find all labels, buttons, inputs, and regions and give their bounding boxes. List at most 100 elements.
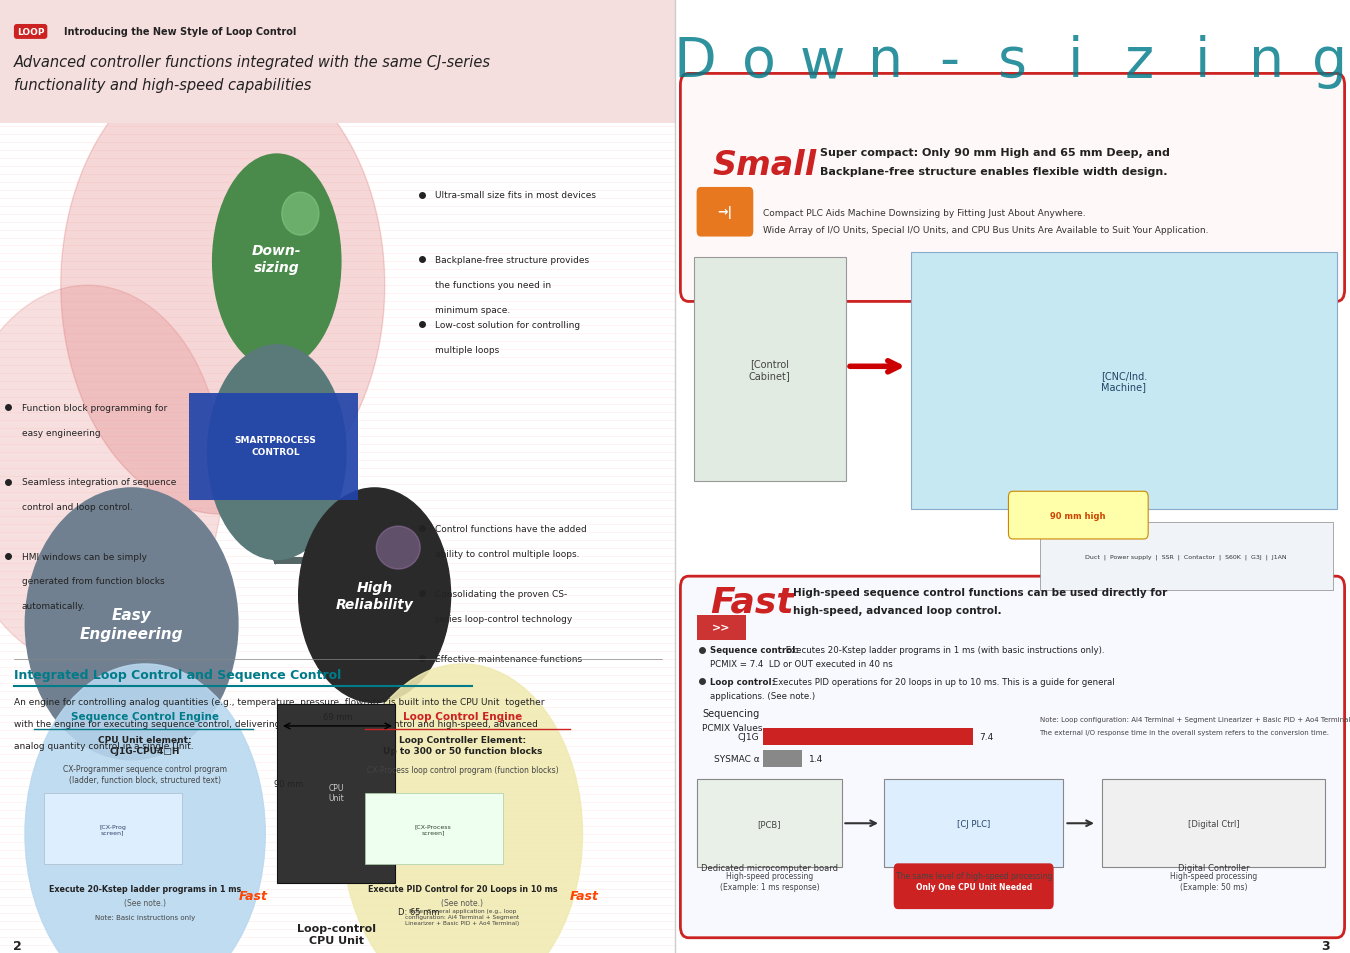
Text: i: i	[1195, 35, 1211, 89]
FancyBboxPatch shape	[43, 793, 182, 864]
FancyBboxPatch shape	[763, 728, 972, 745]
Text: (See note.): (See note.)	[441, 898, 483, 907]
Text: CX-Process loop control program (function blocks): CX-Process loop control program (functio…	[367, 765, 558, 775]
Ellipse shape	[377, 526, 420, 570]
Text: Note: Loop configuration: Ai4 Terminal + Segment Linearizer + Basic PID + Ao4 Te: Note: Loop configuration: Ai4 Terminal +…	[1040, 717, 1350, 722]
Ellipse shape	[213, 155, 340, 370]
FancyBboxPatch shape	[364, 793, 502, 864]
Text: High-speed sequence control functions can be used directly for: High-speed sequence control functions ca…	[794, 588, 1168, 598]
Text: [CX-Prog
screen]: [CX-Prog screen]	[100, 823, 126, 835]
Text: with the engine for executing sequence control, delivering high-speed sequence c: with the engine for executing sequence c…	[14, 719, 537, 728]
Text: [CJ PLC]: [CJ PLC]	[957, 819, 991, 828]
FancyBboxPatch shape	[697, 616, 745, 640]
Text: [CNC/Ind.
Machine]: [CNC/Ind. Machine]	[1100, 371, 1148, 392]
Text: CPU
Unit: CPU Unit	[328, 783, 344, 802]
Text: Compact PLC Aids Machine Downsizing by Fitting Just About Anywhere.: Compact PLC Aids Machine Downsizing by F…	[763, 209, 1085, 218]
Text: 90 mm: 90 mm	[274, 779, 302, 788]
Text: w: w	[799, 35, 845, 89]
Text: Fast: Fast	[710, 585, 794, 619]
Text: (See note.): (See note.)	[124, 898, 166, 907]
Text: generated from function blocks: generated from function blocks	[22, 577, 165, 586]
Text: -: -	[940, 35, 958, 89]
Text: Only One CPU Unit Needed: Only One CPU Unit Needed	[915, 882, 1033, 891]
Text: high-speed, advanced loop control.: high-speed, advanced loop control.	[794, 605, 1002, 615]
Text: Fast: Fast	[570, 889, 598, 902]
Text: Loop Control Engine: Loop Control Engine	[402, 712, 522, 721]
Text: High-speed processing
(Example: 50 ms): High-speed processing (Example: 50 ms)	[1170, 871, 1257, 891]
Text: [CX-Process
screen]: [CX-Process screen]	[414, 823, 452, 835]
Text: 69 mm: 69 mm	[323, 712, 352, 721]
Text: ability to control multiple loops.: ability to control multiple loops.	[435, 549, 580, 558]
Text: [PCB]: [PCB]	[757, 819, 782, 828]
Ellipse shape	[282, 193, 319, 236]
Text: Note: Basic instructions only: Note: Basic instructions only	[95, 914, 196, 920]
Text: analog quantity control in a single Unit.: analog quantity control in a single Unit…	[14, 740, 193, 750]
Text: Executes 20-Kstep ladder programs in 1 ms (with basic instructions only).: Executes 20-Kstep ladder programs in 1 m…	[783, 645, 1104, 655]
Ellipse shape	[298, 489, 451, 703]
Text: Effective maintenance functions: Effective maintenance functions	[435, 654, 582, 663]
Text: 90 mm high: 90 mm high	[1050, 511, 1106, 520]
Text: SMARTPROCESS
CONTROL: SMARTPROCESS CONTROL	[235, 436, 316, 456]
Circle shape	[0, 286, 223, 667]
Text: →|: →|	[717, 206, 733, 219]
Text: Easy
Engineering: Easy Engineering	[80, 607, 184, 641]
Text: automatically.: automatically.	[22, 601, 85, 611]
Text: Duct  |  Power supply  |  SSR  |  Contactor  |  S60K  |  G3J  |  J1AN: Duct | Power supply | SSR | Contactor | …	[1085, 554, 1287, 559]
Text: Loop Controller Element:
Up to 300 or 50 function blocks: Loop Controller Element: Up to 300 or 50…	[382, 735, 543, 756]
Text: Execute PID Control for 20 Loops in 10 ms: Execute PID Control for 20 Loops in 10 m…	[367, 883, 558, 893]
Text: series loop-control technology: series loop-control technology	[435, 614, 572, 623]
FancyBboxPatch shape	[763, 750, 802, 767]
Text: o: o	[741, 35, 776, 89]
FancyBboxPatch shape	[694, 257, 845, 481]
Text: Integrated Loop Control and Sequence Control: Integrated Loop Control and Sequence Con…	[14, 668, 340, 681]
Text: Loop control:: Loop control:	[710, 677, 775, 686]
Text: High-speed processing
(Example: 1 ms response): High-speed processing (Example: 1 ms res…	[720, 871, 819, 891]
Text: High
Reliability: High Reliability	[336, 580, 413, 611]
Text: 7.4: 7.4	[979, 732, 994, 741]
Text: Loop-control
CPU Unit: Loop-control CPU Unit	[297, 923, 375, 945]
Text: Backplane-free structure enables flexible width design.: Backplane-free structure enables flexibl…	[819, 167, 1168, 176]
Text: PCMIX = 7.4  LD or OUT executed in 40 ns: PCMIX = 7.4 LD or OUT executed in 40 ns	[710, 659, 892, 669]
Text: applications. (See note.): applications. (See note.)	[710, 691, 815, 700]
Text: Dedicated microcomputer board: Dedicated microcomputer board	[701, 862, 838, 872]
FancyBboxPatch shape	[277, 704, 394, 883]
Text: SYSMAC α: SYSMAC α	[714, 754, 759, 763]
Circle shape	[343, 664, 583, 953]
Text: Execute 20-Kstep ladder programs in 1 ms: Execute 20-Kstep ladder programs in 1 ms	[49, 883, 242, 893]
FancyBboxPatch shape	[894, 863, 1053, 909]
Text: z: z	[1125, 35, 1154, 89]
Text: s: s	[998, 35, 1027, 89]
FancyBboxPatch shape	[1040, 522, 1332, 591]
Text: Backplane-free structure provides: Backplane-free structure provides	[435, 255, 590, 265]
FancyBboxPatch shape	[697, 188, 753, 237]
Text: Function block programming for: Function block programming for	[22, 403, 167, 413]
Text: Ultra-small size fits in most devices: Ultra-small size fits in most devices	[435, 191, 597, 200]
Text: Sequence Control Engine: Sequence Control Engine	[72, 712, 219, 721]
Text: Executes PID operations for 20 loops in up to 10 ms. This is a guide for general: Executes PID operations for 20 loops in …	[769, 677, 1114, 686]
FancyBboxPatch shape	[680, 577, 1345, 938]
Text: Seamless integration of sequence: Seamless integration of sequence	[22, 477, 176, 487]
Text: Super compact: Only 90 mm High and 65 mm Deep, and: Super compact: Only 90 mm High and 65 mm…	[819, 148, 1170, 157]
Text: Advanced controller functions integrated with the same CJ-series: Advanced controller functions integrated…	[14, 54, 490, 70]
Text: PCMIX Values: PCMIX Values	[702, 723, 763, 733]
Text: 1.4: 1.4	[809, 754, 824, 763]
Text: Control functions have the added: Control functions have the added	[435, 524, 587, 534]
Text: [Digital Ctrl]: [Digital Ctrl]	[1188, 819, 1239, 828]
Text: The same level of high-speed processing: The same level of high-speed processing	[896, 871, 1052, 880]
Text: Introducing the New Style of Loop Control: Introducing the New Style of Loop Contro…	[65, 28, 297, 37]
Text: Low-cost solution for controlling: Low-cost solution for controlling	[435, 320, 580, 330]
FancyBboxPatch shape	[697, 780, 842, 867]
FancyBboxPatch shape	[884, 780, 1064, 867]
Text: Digital Controller: Digital Controller	[1177, 862, 1250, 872]
Text: Sequencing: Sequencing	[702, 708, 759, 718]
Circle shape	[61, 57, 385, 515]
Text: 3: 3	[1322, 939, 1330, 952]
Text: control and loop control.: control and loop control.	[22, 502, 132, 512]
Text: Wide Array of I/O Units, Special I/O Units, and CPU Bus Units Are Available to S: Wide Array of I/O Units, Special I/O Uni…	[763, 226, 1208, 235]
Text: easy engineering: easy engineering	[22, 428, 100, 437]
Text: multiple loops: multiple loops	[435, 345, 500, 355]
Text: Down-
sizing: Down- sizing	[252, 244, 301, 274]
Text: Sequence control:: Sequence control:	[710, 645, 799, 655]
FancyBboxPatch shape	[1008, 492, 1149, 539]
Text: The external I/O response time in the overall system refers to the conversion ti: The external I/O response time in the ov…	[1040, 729, 1330, 735]
